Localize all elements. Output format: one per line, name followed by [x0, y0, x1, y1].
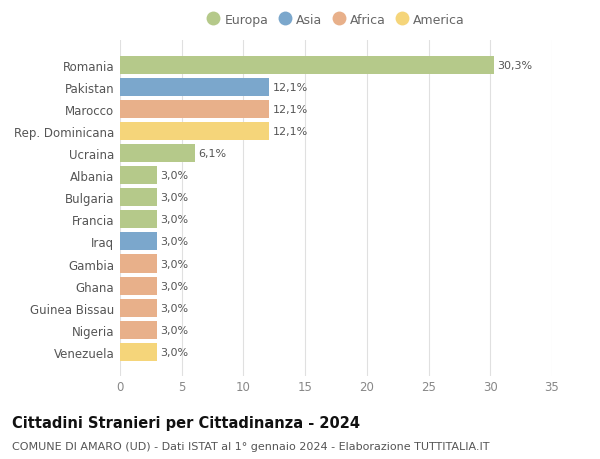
- Text: Cittadini Stranieri per Cittadinanza - 2024: Cittadini Stranieri per Cittadinanza - 2…: [12, 415, 360, 431]
- Bar: [120, 145, 195, 163]
- Bar: [120, 167, 157, 185]
- Bar: [120, 233, 157, 251]
- Text: 30,3%: 30,3%: [497, 61, 532, 71]
- Bar: [120, 78, 269, 97]
- Text: 12,1%: 12,1%: [272, 105, 308, 115]
- Text: COMUNE DI AMARO (UD) - Dati ISTAT al 1° gennaio 2024 - Elaborazione TUTTITALIA.I: COMUNE DI AMARO (UD) - Dati ISTAT al 1° …: [12, 441, 490, 451]
- Bar: [120, 101, 269, 119]
- Text: 3,0%: 3,0%: [160, 347, 188, 357]
- Bar: [120, 343, 157, 361]
- Text: 6,1%: 6,1%: [199, 149, 227, 159]
- Legend: Europa, Asia, Africa, America: Europa, Asia, Africa, America: [207, 14, 465, 27]
- Text: 3,0%: 3,0%: [160, 259, 188, 269]
- Bar: [120, 56, 494, 75]
- Bar: [120, 277, 157, 295]
- Text: 3,0%: 3,0%: [160, 237, 188, 247]
- Bar: [120, 255, 157, 273]
- Text: 12,1%: 12,1%: [272, 127, 308, 137]
- Text: 3,0%: 3,0%: [160, 325, 188, 335]
- Text: 3,0%: 3,0%: [160, 193, 188, 203]
- Text: 3,0%: 3,0%: [160, 303, 188, 313]
- Text: 12,1%: 12,1%: [272, 83, 308, 93]
- Bar: [120, 299, 157, 317]
- Bar: [120, 321, 157, 339]
- Text: 3,0%: 3,0%: [160, 215, 188, 225]
- Text: 3,0%: 3,0%: [160, 171, 188, 181]
- Bar: [120, 123, 269, 141]
- Text: 3,0%: 3,0%: [160, 281, 188, 291]
- Bar: [120, 189, 157, 207]
- Bar: [120, 211, 157, 229]
